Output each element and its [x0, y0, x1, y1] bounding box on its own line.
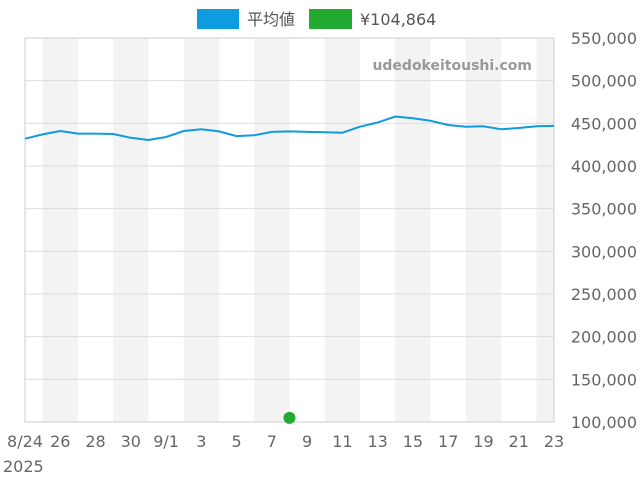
x-tick-label: 8/24 [7, 432, 43, 451]
legend-current-price-swatch [309, 9, 352, 29]
x-tick-label: 7 [267, 432, 277, 451]
x-tick-label: 5 [232, 432, 242, 451]
date-band [42, 38, 78, 422]
y-tick-label: 500,000 [571, 72, 637, 91]
x-tick-label: 17 [438, 432, 458, 451]
x-tick-label: 9/1 [153, 432, 179, 451]
x-tick-label: 21 [509, 432, 529, 451]
y-tick-label: 300,000 [571, 242, 637, 261]
x-tick-label: 15 [403, 432, 423, 451]
y-tick-label: 100,000 [571, 413, 637, 432]
y-tick-label: 200,000 [571, 328, 637, 347]
legend-average-label: 平均値 [247, 10, 295, 29]
series-layer [24, 115, 555, 424]
legend-average-swatch [197, 9, 239, 29]
y-tick-label: 450,000 [571, 114, 637, 133]
y-tick-label: 250,000 [571, 285, 637, 304]
date-band [465, 38, 502, 422]
x-tick-label: 3 [196, 432, 206, 451]
y-tick-label: 400,000 [571, 157, 637, 176]
x-tick-label: 26 [50, 432, 70, 451]
x-axis-year-label: 2025 [3, 457, 44, 476]
y-tick-label: 150,000 [571, 370, 637, 389]
date-band [395, 38, 431, 422]
y-tick-label: 550,000 [571, 29, 637, 48]
x-tick-label: 9 [302, 432, 312, 451]
legend-current-price-label: ¥104,864 [360, 10, 436, 29]
legend: 平均値 ¥104,864 [197, 9, 436, 29]
average-price-line [24, 115, 555, 141]
x-tick-label: 28 [85, 432, 105, 451]
x-tick-label: 13 [367, 432, 387, 451]
date-band [324, 38, 361, 422]
y-axis-ticks: 100,000 150,000 200,000 250,000 300,000 350,0… [571, 29, 637, 432]
current-price-point [283, 411, 296, 424]
x-tick-label: 30 [121, 432, 141, 451]
watermark: udedokeitoushi.com [372, 58, 532, 74]
y-tick-label: 350,000 [571, 200, 637, 219]
date-band [254, 38, 290, 422]
date-band [183, 38, 219, 422]
x-axis-ticks: 8/24 26 28 30 9/1 3 5 7 9 11 13 15 17 19 21 23 [7, 432, 564, 451]
x-tick-label: 19 [473, 432, 493, 451]
date-bands [42, 38, 554, 422]
date-band [536, 38, 554, 422]
x-tick-label: 11 [332, 432, 352, 451]
x-tick-label: 23 [544, 432, 564, 451]
date-band [113, 38, 149, 422]
